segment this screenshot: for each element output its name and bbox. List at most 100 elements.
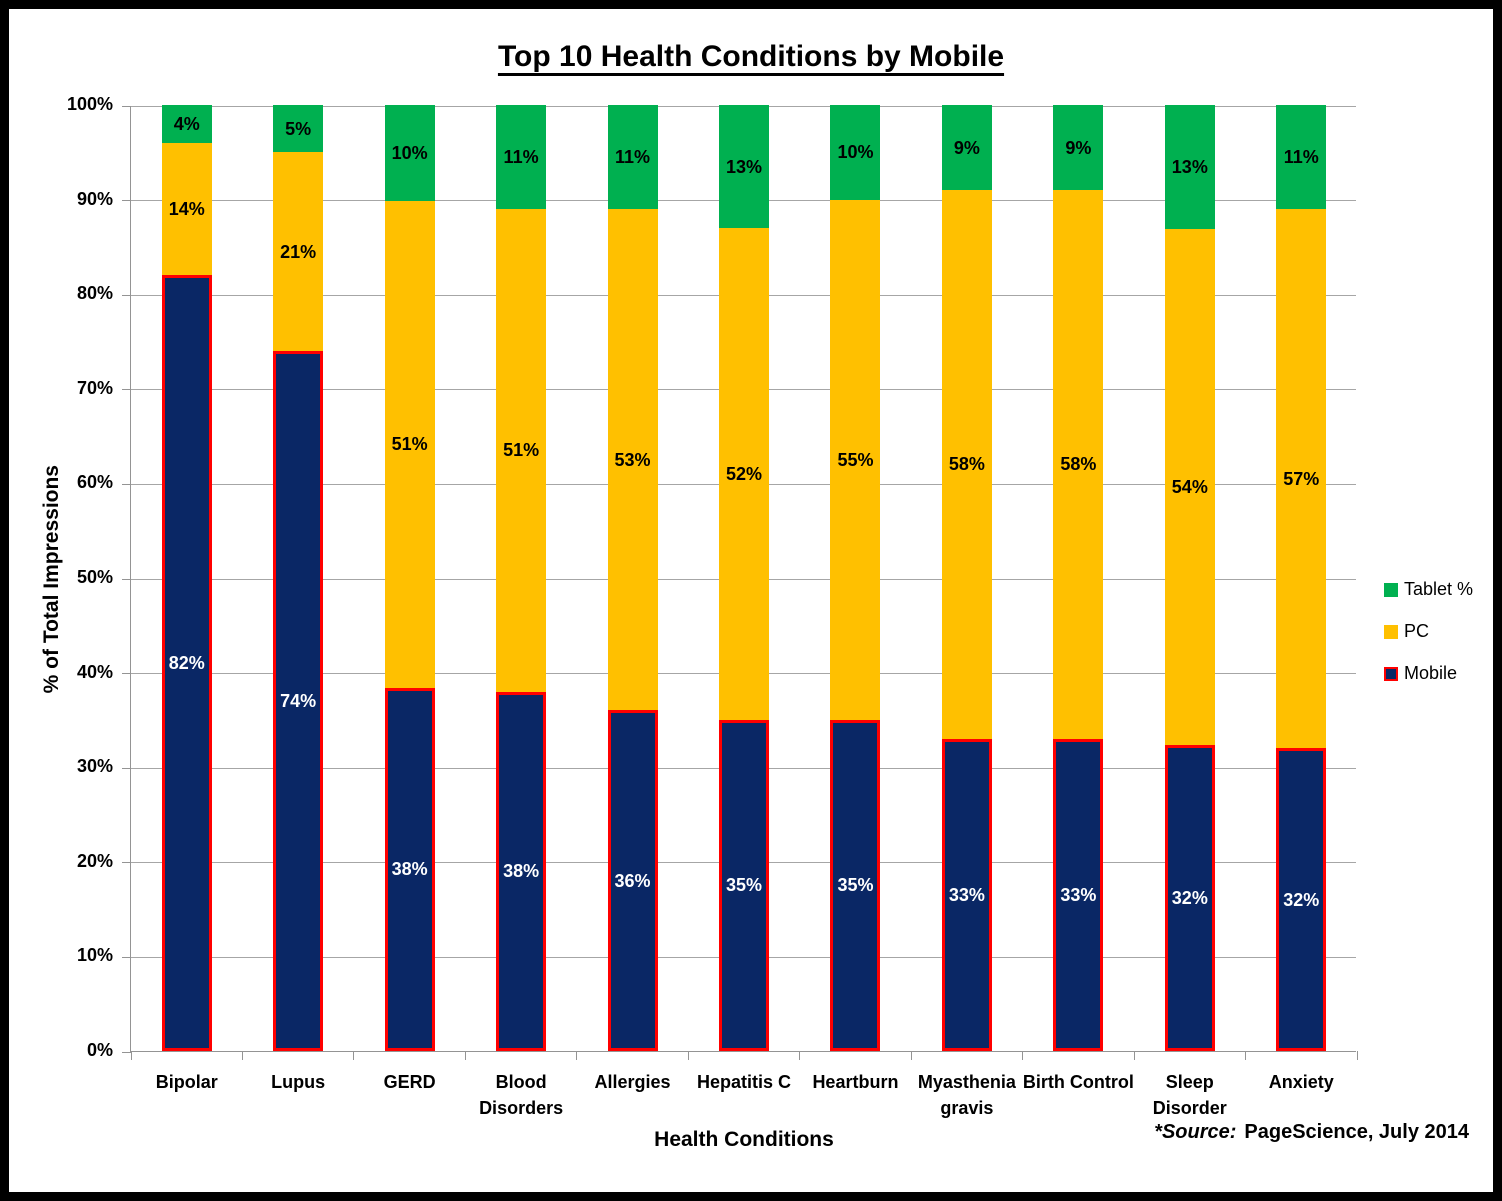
- data-label: 10%: [391, 142, 428, 163]
- data-label: 33%: [1060, 884, 1097, 905]
- chart-title: Top 10 Health Conditions by Mobile: [497, 40, 1005, 73]
- legend-label: PC: [1404, 621, 1430, 641]
- data-label: 52%: [725, 463, 763, 484]
- x-axis-tick: [1245, 1051, 1247, 1060]
- x-axis-tick: [241, 1051, 243, 1060]
- y-axis-tick: [122, 483, 131, 485]
- bar-tablet-hepatitis-c: 13%: [719, 105, 769, 228]
- legend-label: Tablet %: [1404, 579, 1474, 599]
- legend-label: Mobile: [1404, 663, 1458, 683]
- x-axis-tick: [1022, 1051, 1024, 1060]
- data-label: 36%: [614, 870, 651, 891]
- y-tick-label: 60%: [76, 472, 113, 493]
- bar-tablet-bipolar: 4%: [161, 105, 212, 143]
- data-label: 58%: [1060, 454, 1097, 475]
- x-axis-tick: [130, 1051, 132, 1060]
- data-label: 11%: [1283, 147, 1319, 168]
- bar-mobile-gerd: 38%: [384, 687, 435, 1051]
- bar-pc-lupus: 21%: [273, 152, 324, 351]
- bar-tablet-gerd: 10%: [384, 105, 435, 201]
- data-label: 35%: [837, 875, 874, 896]
- bar-mobile-heartburn: 35%: [830, 719, 881, 1051]
- y-tick-label: 20%: [76, 850, 113, 871]
- data-label: 54%: [1171, 477, 1208, 498]
- x-category-label-lupus: Lupus: [271, 1072, 326, 1092]
- x-category-label-gerd: GERD: [383, 1072, 436, 1092]
- bar-tablet-heartburn: 10%: [830, 105, 881, 200]
- bar-tablet-blood-disorders: 11%: [496, 105, 547, 210]
- bar-mobile-sleep-disorder: 32%: [1164, 745, 1215, 1051]
- bar-mobile-allergies: 36%: [607, 710, 658, 1051]
- data-label: 13%: [1171, 157, 1208, 178]
- x-axis-tick: [1133, 1051, 1135, 1060]
- plot-area: 0% 10% 20% 30% 40% 50% 60% 70% 80% 90% 100% 82% 14% 4…: [67, 94, 1358, 1151]
- data-label: 74%: [280, 690, 317, 711]
- data-label: 35%: [725, 875, 763, 896]
- y-axis-tick: [122, 578, 131, 580]
- legend-item-tablet: Tablet %: [1384, 576, 1473, 603]
- bar-pc-blood-disorders: 51%: [496, 209, 547, 692]
- data-label: 82%: [168, 653, 205, 674]
- y-axis-tick: [122, 862, 131, 864]
- y-axis-tick: [122, 200, 131, 202]
- data-label: 58%: [948, 454, 985, 475]
- bar-mobile-anxiety: 32%: [1276, 748, 1327, 1051]
- x-category-label-bipolar: Bipolar: [155, 1072, 218, 1092]
- y-tick-label: 0%: [86, 1040, 113, 1060]
- x-category-label-hepatitis-c: Hepatitis C: [696, 1072, 791, 1092]
- y-axis-tick: [122, 1051, 131, 1053]
- data-label: 13%: [725, 156, 763, 177]
- data-label: 38%: [503, 861, 540, 882]
- data-label: 14%: [168, 199, 205, 220]
- data-label: 11%: [615, 147, 651, 168]
- bar-tablet-sleep-disorder: 13%: [1164, 105, 1215, 230]
- x-axis-tick: [799, 1051, 801, 1060]
- data-label: 10%: [837, 142, 874, 163]
- bar-pc-sleep-disorder: 54%: [1164, 229, 1215, 746]
- y-tick-label: 40%: [76, 661, 113, 682]
- data-label: 51%: [503, 440, 540, 461]
- x-category-label-heartburn: Heartburn: [812, 1072, 899, 1092]
- data-label: 57%: [1283, 468, 1320, 489]
- data-label: 9%: [1065, 137, 1092, 158]
- bar-pc-myasthenia-gravis: 58%: [941, 190, 992, 739]
- y-tick-label: 50%: [76, 567, 113, 587]
- bar-mobile-blood-disorders: 38%: [496, 691, 547, 1051]
- data-label: 33%: [948, 884, 985, 905]
- y-axis-tick: [122, 105, 131, 107]
- x-category-label-myasthenia-gravis: Myasthenia gravis: [917, 1072, 1016, 1118]
- data-label: 53%: [614, 449, 651, 470]
- data-label: 55%: [837, 449, 874, 470]
- bar-mobile-hepatitis-c: 35%: [719, 719, 769, 1051]
- y-tick-label: 90%: [76, 188, 113, 209]
- data-label: 32%: [1283, 889, 1320, 910]
- source-text: PageScience, July 2014: [1244, 1121, 1469, 1143]
- x-category-label-allergies: Allergies: [594, 1072, 671, 1092]
- x-axis-tick: [687, 1051, 689, 1060]
- y-axis-tick: [122, 294, 131, 296]
- bar-pc-bipolar: 14%: [161, 142, 212, 276]
- bar-tablet-allergies: 11%: [607, 105, 658, 210]
- x-axis-tick: [353, 1051, 355, 1060]
- x-axis-title: Health Conditions: [654, 1128, 834, 1151]
- pc-legend-swatch-icon: [1384, 624, 1398, 639]
- legend-item-pc: PC: [1384, 618, 1473, 645]
- y-tick-label: 100%: [66, 94, 113, 114]
- bar-mobile-myasthenia-gravis: 33%: [941, 738, 992, 1051]
- bar-pc-gerd: 51%: [384, 200, 435, 688]
- mobile-legend-swatch-icon: [1384, 666, 1398, 681]
- x-axis-tick: [1356, 1051, 1358, 1060]
- data-label: 5%: [285, 118, 312, 139]
- bar-tablet-myasthenia-gravis: 9%: [941, 105, 992, 191]
- data-label: 21%: [280, 241, 317, 262]
- x-axis-tick: [576, 1051, 578, 1060]
- data-label: 51%: [391, 434, 428, 455]
- y-axis-tick: [122, 389, 131, 391]
- bar-tablet-anxiety: 11%: [1276, 105, 1327, 210]
- bar-pc-hepatitis-c: 52%: [719, 228, 769, 720]
- bar-pc-birth-control: 58%: [1053, 190, 1104, 739]
- legend-item-mobile: Mobile: [1384, 660, 1473, 687]
- bar-pc-allergies: 53%: [607, 209, 658, 711]
- bar-tablet-lupus: 5%: [273, 105, 324, 153]
- x-category-label-sleep-disorder: Sleep Disorder: [1152, 1072, 1227, 1118]
